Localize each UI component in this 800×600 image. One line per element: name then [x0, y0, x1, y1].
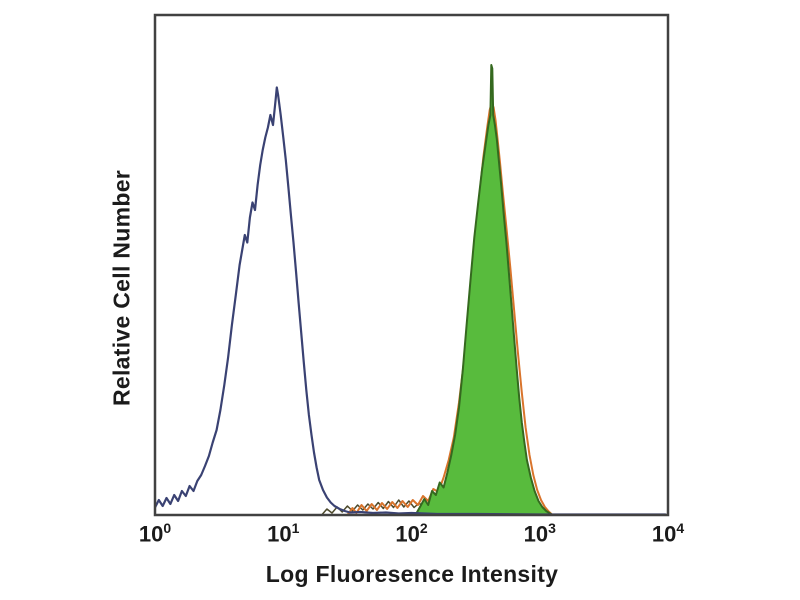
- x-tick-label-10e1: 101: [267, 520, 300, 547]
- x-tick-label-10e3: 103: [523, 520, 556, 547]
- x-axis-label: Log Fluoresence Intensity: [265, 561, 559, 587]
- series-blue-unstained-control: [155, 86, 667, 515]
- series-green-stained-filled: [415, 64, 554, 515]
- y-axis-label: Relative Cell Number: [108, 169, 135, 407]
- plot-frame: [153, 13, 670, 517]
- x-tick-label-10e2: 102: [395, 520, 428, 547]
- histogram-series-group: [155, 64, 667, 515]
- x-tick-label-10e4: 104: [651, 520, 685, 547]
- x-tick-label-10e0: 100: [138, 520, 172, 547]
